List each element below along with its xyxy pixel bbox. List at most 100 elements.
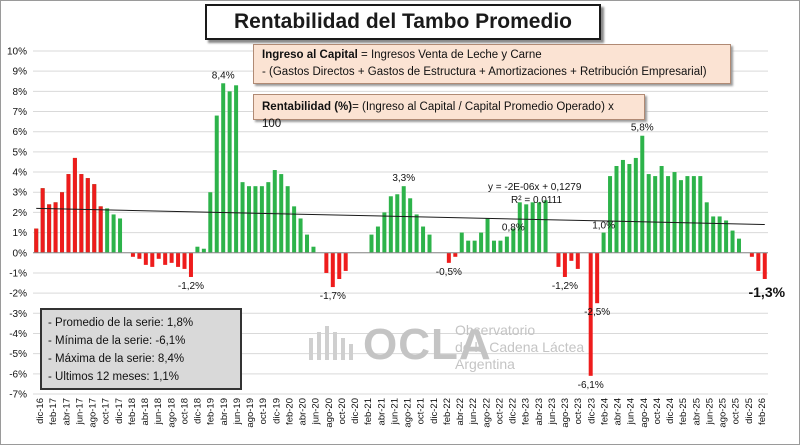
bar <box>524 204 529 253</box>
y-tick-label: 7% <box>13 107 28 118</box>
bar <box>562 252 567 277</box>
x-tick-label: jun-17 <box>74 398 85 425</box>
bar <box>640 135 645 253</box>
bar <box>491 240 496 253</box>
bar <box>588 252 593 376</box>
bar <box>756 252 761 271</box>
bar <box>691 176 696 253</box>
y-tick-label: -4% <box>9 329 27 340</box>
bar <box>517 202 522 253</box>
bar <box>156 252 161 259</box>
trendline-r2: R² = 0,0111 <box>511 195 562 206</box>
bar <box>421 226 426 253</box>
bar <box>98 206 103 253</box>
bar <box>298 218 303 253</box>
x-tick-label: dic-18 <box>193 398 204 424</box>
bar <box>105 208 110 253</box>
x-tick-label: ago-21 <box>403 398 414 428</box>
y-tick-label: -3% <box>9 309 27 320</box>
bar <box>569 252 574 261</box>
x-tick-label: dic-17 <box>114 398 125 424</box>
x-tick-label: feb-17 <box>48 398 59 425</box>
data-label: -0,5% <box>436 267 462 278</box>
x-tick-label: abr-23 <box>534 398 545 425</box>
formula-line3-rest: = (Ingreso al Capital / Capital Promedio… <box>262 101 614 130</box>
x-tick-label: abr-18 <box>140 398 151 425</box>
x-tick-label: abr-24 <box>613 398 624 425</box>
x-tick-label: abr-22 <box>455 398 466 425</box>
x-tick-label: feb-19 <box>206 398 217 425</box>
trendline <box>36 207 765 226</box>
bar <box>646 174 651 253</box>
bar <box>163 252 168 265</box>
formula-line3-bold: Rentabilidad (%) <box>262 101 353 113</box>
x-tick-label: ago-25 <box>718 398 729 428</box>
data-label: -1,2% <box>178 281 204 292</box>
bar <box>453 252 458 257</box>
y-tick-label: 5% <box>13 147 28 158</box>
x-tick-label: ago-22 <box>481 398 492 428</box>
formula-line2: - (Gastos Directos + Gastos de Estructur… <box>262 66 707 78</box>
y-tick-label: -7% <box>9 390 27 401</box>
data-label: 8,4% <box>212 70 235 81</box>
bar <box>530 202 535 253</box>
stat-minima: - Mínima de la serie: -6,1% <box>48 335 186 347</box>
x-tick-label: ago-23 <box>560 398 571 428</box>
bar <box>485 218 490 253</box>
y-tick-label: 9% <box>13 67 28 78</box>
bar <box>343 252 348 271</box>
bar <box>176 252 181 267</box>
y-tick-label: 2% <box>13 208 28 219</box>
bar <box>188 252 193 277</box>
x-tick-label: jun-24 <box>626 398 637 425</box>
x-tick-label: ago-24 <box>639 398 650 428</box>
x-tick-label: oct-21 <box>416 398 427 424</box>
bar <box>259 186 264 253</box>
data-label: 5,8% <box>631 123 654 134</box>
data-label: 1,0% <box>592 221 615 232</box>
x-tick-label: oct-22 <box>494 398 505 424</box>
bar <box>395 194 400 253</box>
y-tick-label: -1% <box>9 268 27 279</box>
x-tick-label: dic-16 <box>35 398 46 424</box>
bar <box>221 83 226 253</box>
bar <box>736 238 741 253</box>
bar <box>633 157 638 253</box>
x-tick-label: dic-19 <box>271 398 282 424</box>
x-tick-label: jun-21 <box>389 398 400 425</box>
bar <box>717 216 722 253</box>
formula-box-ingreso: Ingreso al Capital = Ingresos Venta de L… <box>253 44 731 84</box>
bar <box>704 202 709 253</box>
bar <box>253 186 258 253</box>
y-tick-label: 6% <box>13 127 28 138</box>
x-tick-label: abr-21 <box>376 398 387 425</box>
bar <box>749 252 754 257</box>
bar <box>118 218 123 253</box>
x-tick-label: dic-22 <box>508 398 519 424</box>
x-tick-label: jun-22 <box>468 398 479 425</box>
y-tick-label: 1% <box>13 228 28 239</box>
x-tick-label: dic-23 <box>586 398 597 424</box>
y-tick-label: 3% <box>13 188 28 199</box>
y-tick-label: 0% <box>13 248 28 259</box>
x-tick-label: oct-19 <box>258 398 269 424</box>
bar <box>92 184 97 253</box>
bar <box>685 176 690 253</box>
bar <box>666 176 671 253</box>
y-tick-label: -5% <box>9 349 27 360</box>
bar <box>659 166 664 253</box>
x-tick-label: ago-18 <box>166 398 177 428</box>
x-tick-label: ago-20 <box>324 398 335 428</box>
bar <box>556 252 561 267</box>
bar <box>414 214 419 253</box>
x-tick-label: jun-18 <box>153 398 164 425</box>
data-label: 3,3% <box>392 173 415 184</box>
bar <box>388 196 393 253</box>
y-tick-label: -6% <box>9 369 27 380</box>
bar <box>672 172 677 253</box>
bar <box>53 202 58 253</box>
bar <box>575 252 580 269</box>
bar <box>537 202 542 253</box>
x-tick-label: abr-25 <box>691 398 702 425</box>
x-tick-label: oct-18 <box>179 398 190 424</box>
